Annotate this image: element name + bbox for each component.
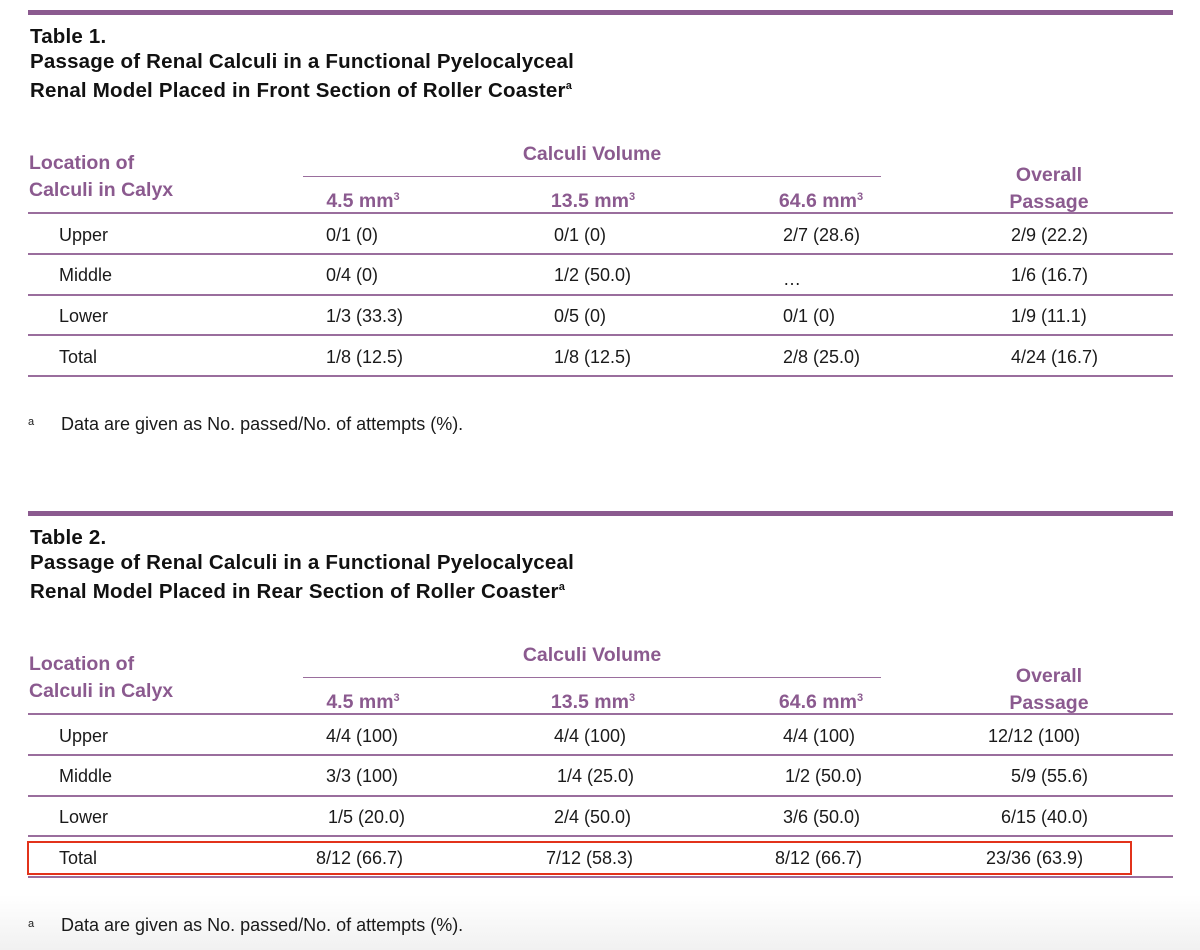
volume-header-2: 13.5 mm3 <box>550 691 636 713</box>
calculi-volume-header: Calculi Volume <box>522 143 662 165</box>
row-rule <box>28 294 1173 296</box>
row-rule <box>28 835 1173 837</box>
cell: 0/1 (0) <box>783 306 836 326</box>
footnote-mark: a <box>28 416 35 428</box>
cell: 2/9 (22.2) <box>1011 225 1089 245</box>
cell: 8/12 (66.7) <box>316 848 404 868</box>
table-top-bar <box>28 511 1173 516</box>
cell: 7/12 (58.3) <box>546 848 634 868</box>
title-footnote-mark: a <box>558 581 566 593</box>
row-rule <box>28 754 1173 756</box>
cell: 0/1 (0) <box>326 225 379 245</box>
table-top-bar <box>28 10 1173 15</box>
calculi-volume-header: Calculi Volume <box>522 644 662 666</box>
cell: 12/12 (100) <box>988 726 1081 746</box>
footnote: Data are given as No. passed/No. of atte… <box>61 915 464 935</box>
row-rule <box>28 795 1173 797</box>
cell: 0/5 (0) <box>554 306 607 326</box>
table-caption: Table 1. Passage of Renal Calculi in a F… <box>30 24 574 103</box>
cell: 3/3 (100) <box>326 766 399 786</box>
table-caption: Table 2. Passage of Renal Calculi in a F… <box>30 525 574 604</box>
cell: 4/4 (100) <box>326 726 399 746</box>
table-number: Table 2. <box>30 526 107 549</box>
cell: 1/8 (12.5) <box>326 347 404 367</box>
volume-header-1: 4.5 mm3 <box>326 691 400 713</box>
table-title-line1: Passage of Renal Calculi in a Functional… <box>30 551 574 574</box>
table-title-line2: Renal Model Placed in Rear Section of Ro… <box>30 580 566 603</box>
cell: 5/9 (55.6) <box>1011 766 1089 786</box>
cell: 1/5 (20.0) <box>328 807 406 827</box>
cell: 4/4 (100) <box>783 726 856 746</box>
overall-passage-header: Overall Passage <box>1009 164 1089 213</box>
cell: 4/4 (100) <box>554 726 627 746</box>
cell: 3/6 (50.0) <box>783 807 861 827</box>
table-1: Table 1. Passage of Renal Calculi in a F… <box>28 10 1173 450</box>
cell: 1/6 (16.7) <box>1011 265 1089 285</box>
cell: 8/12 (66.7) <box>775 848 863 868</box>
cell: 1/4 (25.0) <box>557 766 635 786</box>
row-rule <box>28 334 1173 336</box>
table-number: Table 1. <box>30 25 107 48</box>
location-header: Location of Calculi in Calyx <box>29 152 174 201</box>
cell: 1/2 (50.0) <box>785 766 863 786</box>
cell: 2/7 (28.6) <box>783 225 861 245</box>
row-label-middle: Middle <box>59 265 113 285</box>
group-header-rule <box>303 677 881 678</box>
table-bottom-rule <box>28 876 1173 878</box>
cell: 4/24 (16.7) <box>1011 347 1099 367</box>
cell: 0/1 (0) <box>554 225 607 245</box>
volume-header-1: 4.5 mm3 <box>326 190 400 212</box>
cell: 1/9 (11.1) <box>1011 306 1087 326</box>
header-rule <box>28 713 1173 715</box>
volume-header-3: 64.6 mm3 <box>778 190 864 212</box>
cell: 1/8 (12.5) <box>554 347 632 367</box>
row-label-total: Total <box>59 848 98 868</box>
cell: 2/8 (25.0) <box>783 347 861 367</box>
page-bottom-shade <box>0 895 1200 950</box>
cell: 0/4 (0) <box>326 265 379 285</box>
table-2: Table 2. Passage of Renal Calculi in a F… <box>28 511 1173 941</box>
row-label-middle: Middle <box>59 766 113 786</box>
table-bottom-rule <box>28 375 1173 377</box>
overall-passage-header: Overall Passage <box>1009 665 1089 714</box>
cell: 23/36 (63.9) <box>986 848 1084 868</box>
cell: 1/3 (33.3) <box>326 306 404 326</box>
volume-header-3: 64.6 mm3 <box>778 691 864 713</box>
total-row-highlight <box>27 841 1132 875</box>
row-rule <box>28 253 1173 255</box>
location-header: Location of Calculi in Calyx <box>29 653 174 702</box>
header-rule <box>28 212 1173 214</box>
cell: … <box>783 269 801 289</box>
table-title-line2: Renal Model Placed in Front Section of R… <box>30 79 573 102</box>
title-footnote-mark: a <box>565 80 573 92</box>
row-label-upper: Upper <box>59 726 109 746</box>
row-label-total: Total <box>59 347 98 367</box>
footnote: Data are given as No. passed/No. of atte… <box>61 414 464 434</box>
cell: 6/15 (40.0) <box>1001 807 1089 827</box>
cell: 1/2 (50.0) <box>554 265 632 285</box>
volume-header-2: 13.5 mm3 <box>550 190 636 212</box>
table-title-line1: Passage of Renal Calculi in a Functional… <box>30 50 574 73</box>
row-label-upper: Upper <box>59 225 109 245</box>
footnote-mark: a <box>28 918 35 930</box>
group-header-rule <box>303 176 881 177</box>
row-label-lower: Lower <box>59 807 109 827</box>
row-label-lower: Lower <box>59 306 109 326</box>
cell: 2/4 (50.0) <box>554 807 632 827</box>
